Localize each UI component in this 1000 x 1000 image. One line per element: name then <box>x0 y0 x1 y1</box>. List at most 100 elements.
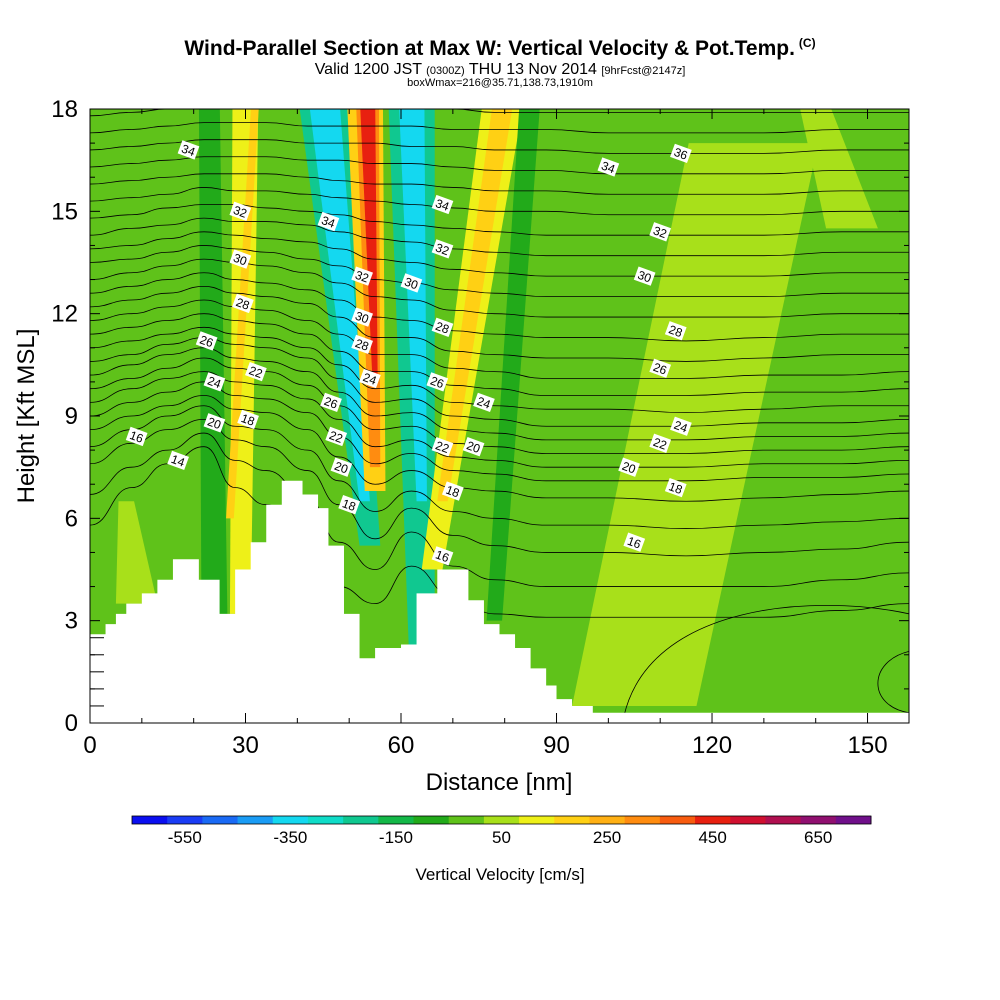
contour-label-text: 26 <box>322 394 340 412</box>
contour-label: 18 <box>664 477 687 498</box>
contour-label-bg <box>237 409 259 430</box>
contour-label-bg <box>597 157 620 177</box>
isentrope-line <box>90 217 909 257</box>
contour-label: 26 <box>320 392 342 413</box>
contour-label-bg <box>441 481 464 501</box>
colorbar-frame <box>131 815 872 825</box>
contour-label-text: 20 <box>465 438 483 456</box>
contour-label-bg <box>431 194 454 215</box>
contour-label-text: 30 <box>636 268 654 286</box>
y-tick-label: 3 <box>65 608 78 635</box>
contour-label-bg <box>229 201 252 221</box>
contour-label-bg <box>351 307 373 327</box>
contour-label-text: 30 <box>231 251 249 269</box>
contour-label-text: 24 <box>361 370 379 388</box>
colorbar-swatch <box>167 816 203 824</box>
contour-label-text: 20 <box>206 414 224 432</box>
x-axis-label: Distance [nm] <box>426 769 573 796</box>
contour-label-bg <box>203 413 226 433</box>
contour-label-bg <box>462 437 485 457</box>
contour-label: 34 <box>177 140 200 160</box>
isentrope-line <box>90 299 909 379</box>
contour-label-bg <box>431 317 454 337</box>
contour-label-text: 34 <box>434 196 452 214</box>
contour-label: 18 <box>338 495 361 515</box>
isentrope-line <box>90 139 909 154</box>
contour-label-text: 34 <box>320 213 338 231</box>
contour-label: 14 <box>167 450 189 471</box>
x-tick-label: 60 <box>388 732 415 759</box>
contour-label-text: 32 <box>434 240 452 258</box>
terrain-profile <box>90 480 909 723</box>
contour-label-bg <box>320 392 342 413</box>
contour-label: 28 <box>232 293 254 314</box>
contour-label-text: 18 <box>340 496 358 514</box>
contour-label-bg <box>203 372 226 392</box>
contour-label: 16 <box>125 426 148 447</box>
velocity-band <box>437 109 513 502</box>
contour-label-bg <box>431 546 454 566</box>
potential-temperature-contours <box>90 109 909 717</box>
contour-label-bg <box>125 426 148 447</box>
colorbar-swatch <box>413 816 450 824</box>
weak-updraft-region <box>800 109 878 229</box>
contour-label-bg <box>473 392 495 413</box>
contour-label-bg <box>633 266 656 286</box>
y-tick-label: 9 <box>65 403 78 430</box>
contour-label: 24 <box>473 392 495 413</box>
contour-label-bg <box>229 249 252 269</box>
contour-label: 18 <box>237 409 259 430</box>
colorbar-swatch <box>272 816 309 824</box>
contour-label-bg <box>670 143 692 164</box>
colorbar-swatch <box>307 816 344 824</box>
isentrope-line <box>90 109 909 117</box>
contour-label-bg <box>195 331 218 351</box>
contour-label-text: 34 <box>600 159 618 177</box>
isentrope-line <box>90 347 909 441</box>
y-axis-label: Height [Kft MSL] <box>13 329 40 504</box>
contour-label: 30 <box>400 273 423 293</box>
x-tick-label: 0 <box>83 732 96 759</box>
contour-label: 20 <box>330 457 353 477</box>
isentrope-line <box>90 419 909 557</box>
contour-label: 24 <box>359 368 381 389</box>
x-tick-label: 120 <box>692 732 732 759</box>
colorbar-swatch <box>695 816 731 824</box>
weak-updraft-region <box>572 143 819 706</box>
contour-label-bg <box>618 457 640 477</box>
contour-label: 34 <box>597 157 620 177</box>
isentrope-line <box>90 173 909 195</box>
contour-label-text: 14 <box>169 452 187 470</box>
isentrope-line <box>623 604 909 717</box>
contour-label: 20 <box>203 413 226 433</box>
colorbar-tick-label: 650 <box>804 828 832 847</box>
colorbar-swatch <box>835 816 872 824</box>
isentrope-line <box>90 258 909 318</box>
velocity-band <box>486 109 540 621</box>
contour-label-text: 22 <box>434 438 452 456</box>
colorbar: -550 -350 -150 50 250 450 650 <box>131 815 872 847</box>
chart-subtitle: Valid 1200 JST (0300Z) THU 13 Nov 2014 [… <box>314 61 686 78</box>
colorbar-swatch <box>624 816 661 824</box>
contour-label-text: 28 <box>434 319 452 337</box>
contour-label-text: 20 <box>620 459 638 477</box>
x-tick-label: 150 <box>848 732 888 759</box>
contour-label-text: 18 <box>667 479 685 497</box>
x-tick-label: 30 <box>232 732 259 759</box>
weak-updraft-region <box>115 501 158 604</box>
colorbar-tick-label: -350 <box>273 828 307 847</box>
colorbar-swatch <box>730 816 766 824</box>
contour-label-text: 22 <box>651 435 669 453</box>
contour-label: 22 <box>431 437 454 457</box>
contour-label-bg <box>664 321 687 341</box>
contour-label: 26 <box>649 358 672 378</box>
isentrope-line <box>90 187 909 216</box>
contour-label-text: 30 <box>353 309 371 327</box>
contour-label-bg <box>623 532 646 552</box>
chart-title: Wind-Parallel Section at Max W: Vertical… <box>184 36 816 60</box>
contour-label-bg <box>649 358 672 378</box>
contour-label: 16 <box>431 546 454 566</box>
contour-label: 30 <box>633 266 656 286</box>
